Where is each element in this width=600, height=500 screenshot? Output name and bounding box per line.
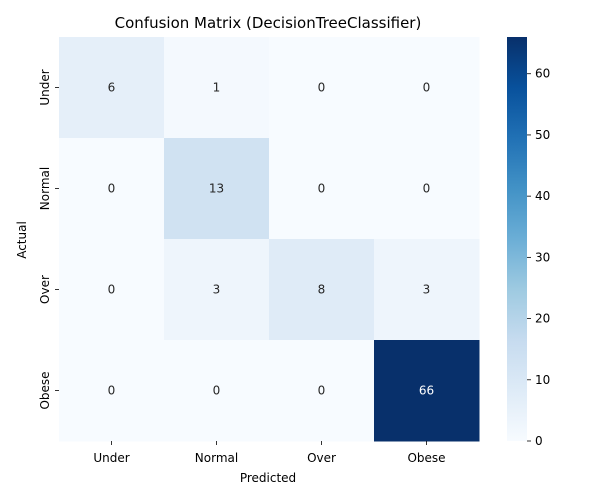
y-tick-label: Obese [38,371,52,409]
colorbar-tick-label: 0 [535,434,543,448]
heatmap-cell [374,340,480,442]
cell-value-label: 1 [213,81,221,95]
cell-value-label: 6 [108,81,116,95]
cell-value-label: 0 [423,81,431,95]
cell-value-label: 8 [318,283,326,297]
x-tick-label: Over [307,451,336,465]
cell-value-label: 0 [318,384,326,398]
colorbar-tick-label: 20 [535,312,550,326]
heatmap-cell [59,138,165,240]
y-tick-label: Normal [38,167,52,210]
colorbar-ticks: 0 10 20 30 40 50 60 [527,67,550,448]
cell-value-label: 0 [213,384,221,398]
cell-value-label: 0 [108,384,116,398]
x-tick-label: Under [93,451,129,465]
heatmap-cell [374,239,480,341]
heatmap-cell [164,239,270,341]
x-tick-label: Normal [195,451,238,465]
heatmap-cell [374,37,480,139]
cell-value-label: 0 [423,182,431,196]
colorbar-tick-label: 50 [535,128,550,142]
heatmap-cell [59,37,165,139]
heatmap-cell [164,37,270,139]
y-tick-label: Over [38,275,52,304]
cell-value-label: 3 [213,283,221,297]
heatmap-cell [269,340,375,442]
heatmap-cells: 6 1 0 0 0 13 0 0 0 3 8 3 0 0 0 66 [59,37,480,442]
heatmap-cell [59,239,165,341]
x-tick-label: Obese [407,451,445,465]
x-axis-ticks: Under Normal Over Obese [93,441,446,465]
y-axis-ticks: Under Normal Over Obese [38,69,59,410]
cell-value-label: 0 [318,182,326,196]
colorbar [507,37,527,441]
colorbar-tick-label: 60 [535,67,550,81]
heatmap-cell [59,340,165,442]
heatmap-cell [164,138,270,240]
colorbar-tick-label: 10 [535,373,550,387]
heatmap-cell [374,138,480,240]
cell-value-label: 0 [318,81,326,95]
cell-value-label: 0 [108,182,116,196]
heatmap-cell [164,340,270,442]
colorbar-tick-label: 30 [535,250,550,264]
heatmap-cell [269,138,375,240]
y-axis-label: Actual [15,221,29,259]
heatmap-cell [269,37,375,139]
heatmap-cell [269,239,375,341]
cell-value-label: 13 [209,182,224,196]
colorbar-tick-label: 40 [535,189,550,203]
x-axis-label: Predicted [240,471,296,485]
chart-title: Confusion Matrix (DecisionTreeClassifier… [115,14,422,32]
cell-value-label: 66 [419,384,434,398]
cell-value-label: 0 [108,283,116,297]
y-tick-label: Under [38,69,52,105]
cell-value-label: 3 [423,283,431,297]
